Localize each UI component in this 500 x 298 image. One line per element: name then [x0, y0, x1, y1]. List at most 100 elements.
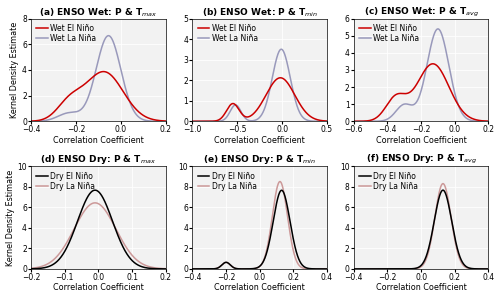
Wet La Niña: [106, 34, 112, 38]
Dry La Niña: [271, 202, 277, 205]
Wet El Niño: [36, 118, 43, 122]
Wet La Niña: [435, 27, 441, 31]
Wet El Niño: [28, 119, 34, 123]
Legend: Wet El Niño, Wet La Niña: Wet El Niño, Wet La Niña: [196, 22, 259, 45]
Line: Wet El Niño: Wet El Niño: [354, 64, 488, 121]
Dry La Niña: [110, 221, 116, 225]
Dry La Niña: [453, 244, 459, 248]
Legend: Dry El Niño, Dry La Niña: Dry El Niño, Dry La Niña: [35, 170, 97, 192]
Dry La Niña: [436, 189, 442, 193]
Dry El Niño: [92, 188, 98, 192]
Title: (a) ENSO Wet: P & T$_{max}$: (a) ENSO Wet: P & T$_{max}$: [40, 6, 158, 19]
Dry El Niño: [292, 244, 298, 247]
Wet El Niño: [436, 67, 442, 71]
Wet El Niño: [110, 75, 116, 79]
Wet El Niño: [162, 119, 168, 123]
X-axis label: Correlation Coefficient: Correlation Coefficient: [214, 283, 305, 292]
Wet El Niño: [190, 119, 196, 123]
Title: (c) ENSO Wet: P & T$_{avg}$: (c) ENSO Wet: P & T$_{avg}$: [364, 6, 478, 19]
Dry La Niña: [440, 182, 446, 185]
Wet El Niño: [430, 62, 436, 66]
Dry La Niña: [92, 201, 98, 205]
Dry El Niño: [324, 267, 330, 271]
Dry El Niño: [130, 260, 136, 263]
Wet La Niña: [114, 52, 120, 56]
Y-axis label: Kernel Density Estimate: Kernel Density Estimate: [10, 22, 20, 118]
Line: Wet La Niña: Wet La Niña: [354, 29, 488, 121]
Dry La Niña: [432, 212, 438, 215]
Wet La Niña: [110, 39, 116, 43]
Dry La Niña: [268, 226, 274, 230]
Dry El Niño: [114, 231, 120, 235]
Wet La Niña: [306, 119, 312, 122]
Y-axis label: Kernel Density Estimate: Kernel Density Estimate: [6, 170, 15, 266]
Wet La Niña: [467, 118, 473, 122]
Line: Dry El Niño: Dry El Niño: [192, 190, 327, 269]
Wet La Niña: [278, 47, 284, 51]
Legend: Wet El Niño, Wet La Niña: Wet El Niño, Wet La Niña: [35, 22, 98, 45]
X-axis label: Correlation Coefficient: Correlation Coefficient: [376, 136, 466, 145]
Dry La Niña: [144, 264, 150, 268]
Dry La Niña: [190, 267, 196, 271]
Dry La Niña: [359, 267, 365, 271]
Wet La Niña: [130, 108, 136, 112]
Dry La Niña: [429, 233, 435, 237]
X-axis label: Correlation Coefficient: Correlation Coefficient: [376, 283, 466, 292]
Wet El Niño: [275, 77, 281, 80]
Dry El Niño: [198, 267, 203, 271]
Dry El Niño: [271, 214, 277, 218]
Dry El Niño: [351, 267, 357, 271]
Wet La Niña: [359, 119, 365, 123]
Wet El Niño: [114, 80, 120, 84]
Title: (f) ENSO Dry: P & T$_{avg}$: (f) ENSO Dry: P & T$_{avg}$: [366, 153, 476, 166]
Wet La Niña: [351, 119, 357, 123]
Dry La Niña: [292, 254, 298, 258]
Dry La Niña: [486, 267, 492, 271]
Title: (b) ENSO Wet: P & T$_{min}$: (b) ENSO Wet: P & T$_{min}$: [202, 6, 318, 19]
Wet El Niño: [486, 119, 492, 123]
Dry La Niña: [277, 180, 283, 183]
Dry La Niña: [306, 267, 312, 271]
Line: Dry La Niña: Dry La Niña: [31, 203, 166, 269]
Dry La Niña: [106, 215, 112, 219]
X-axis label: Correlation Coefficient: Correlation Coefficient: [214, 136, 305, 145]
Dry El Niño: [306, 267, 312, 270]
Wet La Niña: [436, 28, 442, 32]
Dry La Niña: [351, 267, 357, 271]
Line: Dry El Niño: Dry El Niño: [354, 190, 488, 269]
Wet La Niña: [429, 40, 435, 44]
Dry El Niño: [467, 266, 473, 270]
Dry La Niña: [28, 266, 34, 270]
Dry El Niño: [106, 211, 112, 215]
Wet La Niña: [324, 119, 330, 123]
Dry El Niño: [432, 212, 438, 216]
Wet El Niño: [292, 93, 298, 97]
Line: Wet El Niño: Wet El Niño: [192, 78, 327, 121]
Wet El Niño: [144, 116, 150, 119]
Dry El Niño: [162, 267, 168, 271]
Dry La Niña: [467, 267, 473, 270]
Wet La Niña: [268, 84, 274, 88]
Wet El Niño: [453, 100, 459, 103]
Wet El Niño: [268, 85, 274, 89]
Dry El Niño: [453, 241, 459, 245]
Wet La Niña: [198, 119, 203, 123]
Wet El Niño: [429, 62, 435, 66]
Wet La Niña: [144, 119, 150, 122]
Dry La Niña: [114, 229, 120, 233]
X-axis label: Correlation Coefficient: Correlation Coefficient: [53, 136, 144, 145]
Title: (d) ENSO Dry: P & T$_{max}$: (d) ENSO Dry: P & T$_{max}$: [40, 153, 156, 166]
Wet La Niña: [432, 29, 438, 33]
Dry El Niño: [359, 267, 365, 271]
Line: Dry El Niño: Dry El Niño: [31, 190, 166, 269]
Wet La Niña: [292, 96, 298, 100]
Wet El Niño: [351, 119, 357, 123]
Wet El Niño: [278, 76, 283, 80]
Dry La Niña: [324, 267, 330, 271]
Wet La Niña: [162, 119, 168, 123]
Wet La Niña: [36, 119, 43, 123]
Dry El Niño: [28, 267, 34, 271]
Wet El Niño: [100, 70, 106, 73]
Line: Wet La Niña: Wet La Niña: [192, 49, 327, 121]
Line: Wet El Niño: Wet El Niño: [31, 72, 166, 121]
